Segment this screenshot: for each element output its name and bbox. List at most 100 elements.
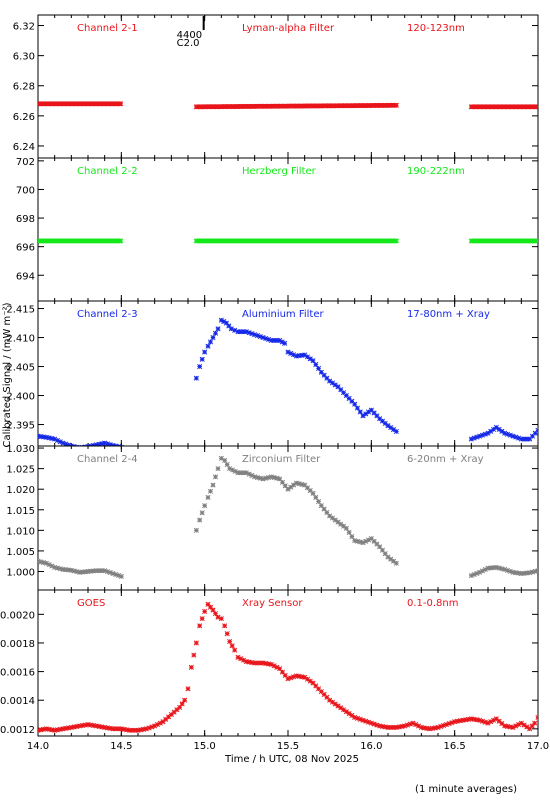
data-point bbox=[202, 349, 208, 355]
data-point bbox=[263, 660, 269, 667]
data-point bbox=[368, 720, 374, 726]
data-point bbox=[435, 724, 441, 730]
data-point bbox=[57, 566, 63, 572]
data-point bbox=[246, 659, 252, 665]
data-point bbox=[60, 440, 66, 446]
data-point bbox=[43, 560, 49, 566]
data-point bbox=[146, 725, 152, 731]
data-point bbox=[335, 384, 341, 390]
data-point bbox=[377, 544, 383, 550]
data-point bbox=[477, 717, 483, 723]
data-point bbox=[488, 565, 494, 571]
data-point bbox=[274, 475, 280, 481]
data-point bbox=[313, 683, 319, 689]
panel-4: 1.000 1.005 1.010 1.015 1.020 1.025 1.030 Chann… bbox=[6, 444, 539, 591]
data-point bbox=[54, 727, 60, 733]
data-point bbox=[207, 604, 214, 610]
data-point bbox=[304, 354, 310, 360]
data-point bbox=[82, 722, 88, 728]
data-point bbox=[474, 570, 480, 576]
data-point bbox=[332, 517, 338, 523]
panel-frame bbox=[37, 445, 539, 591]
data-point bbox=[54, 565, 60, 571]
data-point bbox=[502, 723, 508, 729]
data-point bbox=[238, 470, 244, 476]
data-point bbox=[379, 418, 385, 424]
data-point bbox=[243, 329, 249, 335]
data-point bbox=[341, 390, 347, 396]
data-point bbox=[266, 661, 272, 667]
data-point bbox=[324, 694, 330, 700]
data-point bbox=[266, 474, 272, 481]
data-point bbox=[382, 420, 388, 426]
data-point bbox=[124, 727, 130, 733]
data-point bbox=[468, 573, 474, 579]
data-point bbox=[529, 569, 535, 575]
data-point bbox=[174, 707, 180, 713]
series-points bbox=[38, 101, 538, 110]
data-point bbox=[222, 623, 228, 629]
series-points bbox=[38, 238, 538, 244]
data-point bbox=[77, 723, 83, 729]
data-point bbox=[291, 482, 297, 488]
data-point bbox=[212, 330, 219, 336]
data-point bbox=[177, 704, 183, 710]
data-point bbox=[296, 673, 302, 679]
data-point bbox=[318, 689, 324, 695]
y-tick-label: 6.24 bbox=[13, 142, 35, 153]
data-point bbox=[163, 716, 169, 722]
data-point bbox=[391, 558, 397, 564]
x-tick-label: 17.0 bbox=[527, 741, 549, 752]
data-point bbox=[354, 538, 360, 544]
data-point bbox=[121, 726, 127, 732]
data-point bbox=[513, 570, 519, 576]
data-point bbox=[432, 725, 438, 731]
data-point bbox=[224, 631, 230, 637]
data-point bbox=[193, 640, 199, 646]
data-point bbox=[260, 334, 266, 341]
y-tick-label: 0.0012 bbox=[0, 725, 35, 736]
data-point bbox=[482, 567, 488, 573]
data-point bbox=[199, 510, 205, 516]
data-point bbox=[116, 444, 122, 446]
data-point bbox=[388, 556, 394, 562]
data-point bbox=[474, 717, 480, 723]
data-point bbox=[307, 678, 313, 684]
x-tick-label: 14.0 bbox=[27, 741, 49, 752]
data-point bbox=[360, 717, 366, 723]
data-point bbox=[246, 330, 252, 336]
data-point bbox=[535, 238, 538, 244]
data-point bbox=[310, 358, 316, 364]
data-point bbox=[93, 568, 99, 574]
data-point bbox=[96, 723, 102, 730]
data-point bbox=[107, 442, 113, 446]
data-point bbox=[504, 431, 510, 437]
data-point bbox=[254, 333, 260, 339]
panel-2: 694 696 698 700 702 Channel 2-2 Herzberg Filte… bbox=[16, 157, 539, 302]
data-point bbox=[249, 659, 255, 666]
data-point bbox=[104, 441, 110, 446]
data-point bbox=[371, 410, 377, 416]
data-point bbox=[235, 329, 241, 335]
data-point bbox=[346, 529, 352, 535]
data-point bbox=[116, 726, 122, 732]
data-point bbox=[516, 570, 522, 576]
data-point bbox=[527, 570, 533, 576]
data-point bbox=[527, 726, 533, 732]
data-point bbox=[346, 711, 352, 717]
data-point bbox=[374, 541, 380, 547]
data-point bbox=[282, 672, 288, 678]
data-point bbox=[113, 571, 119, 578]
data-point bbox=[277, 476, 283, 482]
data-point bbox=[524, 570, 530, 576]
data-point bbox=[366, 537, 372, 543]
data-point bbox=[182, 697, 188, 703]
data-point bbox=[482, 719, 488, 725]
data-point bbox=[257, 475, 263, 481]
data-point bbox=[243, 470, 249, 476]
data-point bbox=[499, 721, 505, 727]
event-marker-id: 4400 bbox=[177, 30, 202, 41]
panel-label: Herzberg Filter bbox=[242, 166, 317, 177]
y-tick-label: 1.000 bbox=[6, 567, 35, 578]
y-tick-label: 6.32 bbox=[13, 22, 35, 33]
